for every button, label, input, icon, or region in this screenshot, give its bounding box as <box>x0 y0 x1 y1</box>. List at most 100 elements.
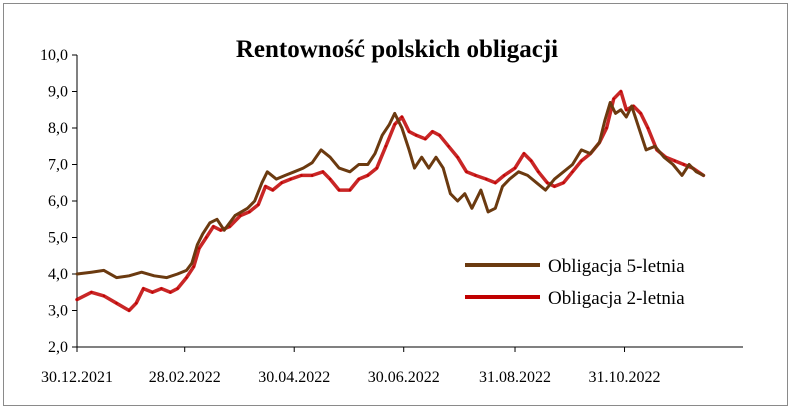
legend-label-2y: Obligacja 2-letnia <box>548 288 685 309</box>
data-point-2y <box>612 97 615 101</box>
data-point-2y <box>673 159 676 163</box>
data-point-2y <box>197 247 201 250</box>
data-point-5y <box>260 181 264 184</box>
data-point-2y <box>400 115 404 119</box>
data-point-5y <box>671 163 675 166</box>
data-point-5y <box>284 174 287 177</box>
data-point-5y <box>102 269 106 272</box>
data-point-5y <box>393 112 396 115</box>
y-tick-label: 7,0 <box>48 157 68 174</box>
data-point-5y <box>373 152 377 155</box>
data-point-2y <box>192 265 195 268</box>
data-point-5y <box>449 192 452 195</box>
data-point-2y <box>257 203 260 206</box>
data-point-2y <box>127 309 131 312</box>
data-point-5y <box>413 166 416 170</box>
data-point-2y <box>212 225 215 228</box>
data-point-5y <box>553 177 556 181</box>
data-point-2y <box>537 170 540 173</box>
data-point-2y <box>357 177 361 181</box>
y-tick-label: 8,0 <box>48 120 68 137</box>
data-point-2y <box>646 126 650 130</box>
data-point-2y <box>571 170 574 173</box>
data-point-5y <box>544 188 547 192</box>
data-point-2y <box>300 174 303 177</box>
x-tick-label: 30.04.2022 <box>258 369 330 386</box>
data-point-5y <box>463 192 466 195</box>
data-point-5y <box>176 272 179 276</box>
data-point-5y <box>328 156 332 159</box>
data-point-5y <box>580 148 583 152</box>
data-point-5y <box>501 185 504 188</box>
data-point-5y <box>630 104 633 108</box>
data-point-2y <box>456 156 459 159</box>
y-tick-label: 2,0 <box>48 339 68 356</box>
data-point-2y <box>160 287 163 290</box>
data-point-5y <box>388 123 391 126</box>
data-point-2y <box>310 174 314 177</box>
data-point-2y <box>90 291 93 294</box>
data-point-5y <box>275 177 278 181</box>
data-point-5y <box>310 161 314 164</box>
chart-frame <box>3 3 788 406</box>
data-point-5y <box>598 141 601 144</box>
legend-label-5y: Obligacja 5-letnia <box>548 256 685 277</box>
data-point-5y <box>115 276 118 279</box>
data-point-5y <box>223 229 226 232</box>
data-point-2y <box>375 166 378 170</box>
data-point-2y <box>682 163 685 166</box>
y-tick-label: 4,0 <box>48 266 68 283</box>
data-point-5y <box>366 163 370 166</box>
x-tick-label: 28.02.2022 <box>149 369 221 386</box>
data-point-5y <box>380 134 384 137</box>
data-point-2y <box>625 108 628 111</box>
data-point-2y <box>328 177 332 181</box>
data-point-2y <box>424 137 427 141</box>
data-point-5y <box>246 207 249 210</box>
x-tick-label: 30.06.2022 <box>368 369 440 386</box>
data-point-5y <box>571 163 574 166</box>
data-point-2y <box>474 174 477 177</box>
data-point-2y <box>264 185 267 188</box>
x-tick-label: 31.08.2022 <box>479 369 551 386</box>
data-point-5y <box>233 214 237 217</box>
data-point-5y <box>603 119 606 122</box>
data-point-5y <box>614 112 617 115</box>
data-point-5y <box>625 115 628 119</box>
data-point-2y <box>415 134 418 137</box>
data-point-2y <box>151 291 154 294</box>
data-point-5y <box>702 174 705 177</box>
data-point-2y <box>562 181 565 184</box>
data-point-2y <box>447 145 450 148</box>
data-point-5y <box>427 166 431 170</box>
data-point-5y <box>562 170 565 173</box>
data-point-2y <box>503 174 506 177</box>
data-point-2y <box>142 287 145 290</box>
data-point-5y <box>494 207 497 210</box>
data-point-2y <box>407 130 411 133</box>
data-point-5y <box>470 207 474 210</box>
data-point-2y <box>115 302 118 305</box>
data-point-5y <box>196 243 199 246</box>
data-point-5y <box>190 261 194 265</box>
data-point-2y <box>271 188 274 192</box>
data-point-2y <box>75 298 79 301</box>
data-point-5y <box>266 170 269 173</box>
data-point-5y <box>637 126 641 130</box>
y-tick-label: 5,0 <box>48 230 68 247</box>
y-tick-label: 3,0 <box>48 303 68 320</box>
series-line-5y <box>75 101 705 280</box>
y-tick-label: 10,0 <box>40 47 68 64</box>
data-point-2y <box>553 185 556 188</box>
chart-axes: 2,0 3,0 4,0 5,0 6,0 7,0 8,0 9,0 10,0 30.12.2021 28… <box>40 47 743 386</box>
data-point-5y <box>253 199 256 203</box>
data-point-5y <box>695 170 698 173</box>
data-point-2y <box>522 152 526 155</box>
data-point-2y <box>513 166 517 170</box>
data-point-5y <box>152 274 156 278</box>
x-tick-label: 31.10.2022 <box>589 369 661 386</box>
data-point-2y <box>384 145 387 148</box>
data-point-5y <box>165 276 168 279</box>
data-point-5y <box>680 174 684 177</box>
